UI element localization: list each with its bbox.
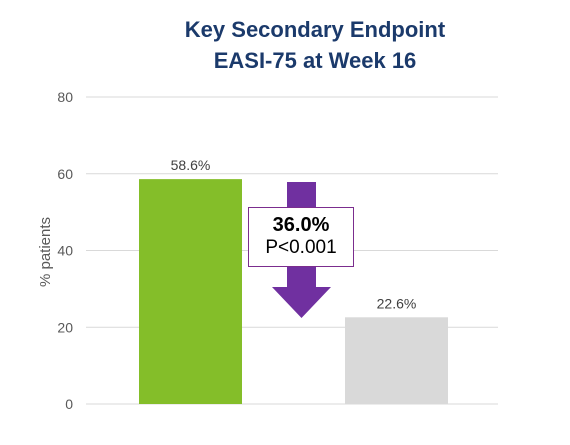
y-axis-label: % patients [37,217,54,287]
y-tick-label: 80 [57,89,73,105]
chart-title-line-2: EASI-75 at Week 16 [213,48,417,73]
y-axis-ticks: 0 20 40 60 80 [57,89,73,412]
difference-value: 36.0% [272,214,330,236]
bars [139,179,448,404]
p-value: P<0.001 [265,237,337,258]
y-tick-label: 0 [65,396,73,412]
y-tick-label: 60 [57,166,73,182]
difference-callout: 36.0% P<0.001 [248,207,354,267]
bar-1 [139,179,242,404]
bar-2 [345,317,448,404]
y-tick-label: 40 [57,243,73,259]
chart-title: Key Secondary Endpoint EASI-75 at Week 1… [0,14,570,76]
data-label-1: 58.6% [171,157,211,173]
data-labels: 58.6% 22.6% [171,157,417,311]
data-label-2: 22.6% [377,295,417,311]
chart-title-line-1: Key Secondary Endpoint [184,17,446,42]
y-tick-label: 20 [57,319,73,335]
